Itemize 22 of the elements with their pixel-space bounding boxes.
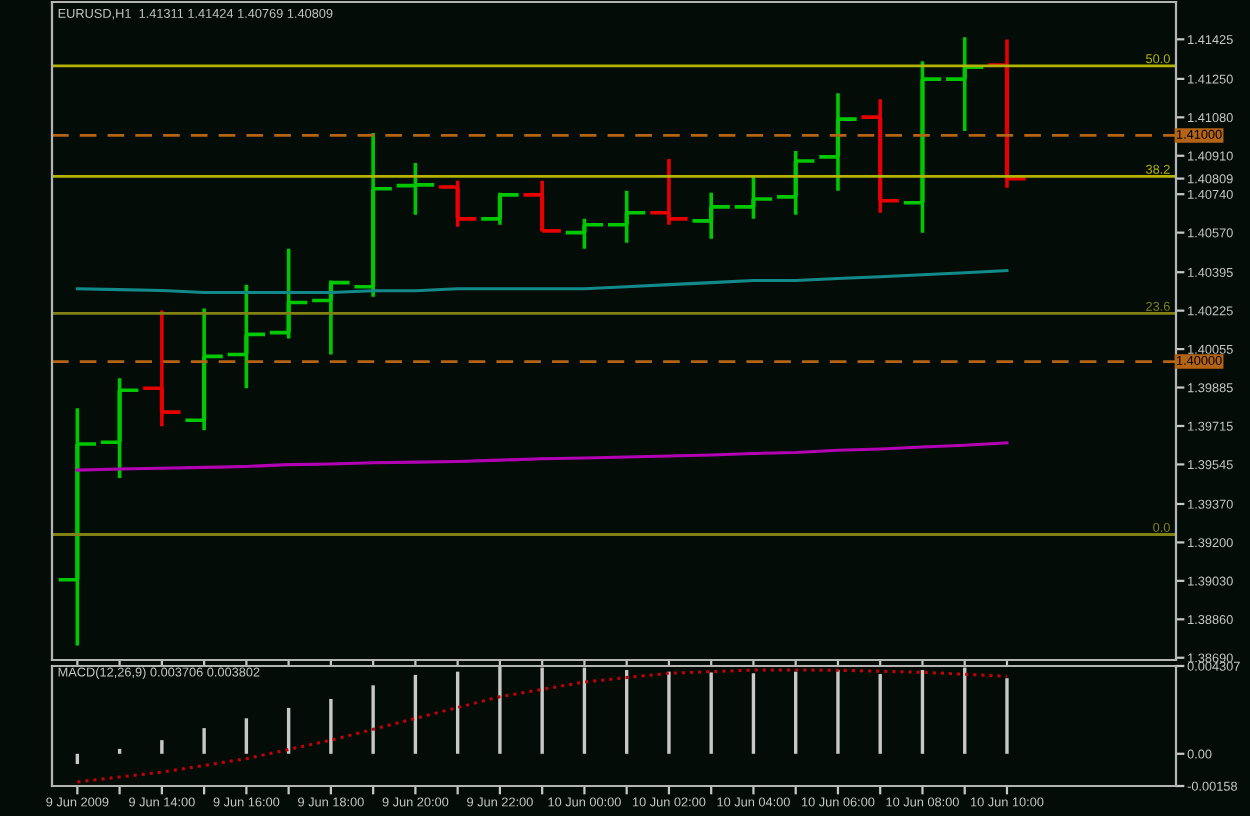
candlestick: [692, 191, 730, 241]
candlestick: [227, 282, 266, 391]
candlestick: [650, 157, 688, 227]
candlestick: [100, 376, 139, 480]
candlestick: [185, 306, 223, 433]
candlestick: [607, 189, 646, 245]
candlestick: [143, 308, 181, 429]
line-series: [75, 269, 1009, 295]
line-series: [75, 441, 1009, 472]
candlestick: [438, 179, 477, 229]
candlestick: [946, 35, 984, 133]
candlestick: [861, 97, 899, 215]
candlestick: [58, 406, 97, 648]
candlestick: [776, 149, 815, 217]
candlestick: [734, 173, 773, 221]
candlestick: [819, 91, 857, 193]
candlestick: [565, 217, 604, 251]
candlestick: [903, 59, 942, 235]
candlestick: [988, 37, 1026, 190]
candlestick: [354, 131, 392, 299]
candlestick: [269, 246, 308, 341]
candlestick: [396, 161, 435, 217]
